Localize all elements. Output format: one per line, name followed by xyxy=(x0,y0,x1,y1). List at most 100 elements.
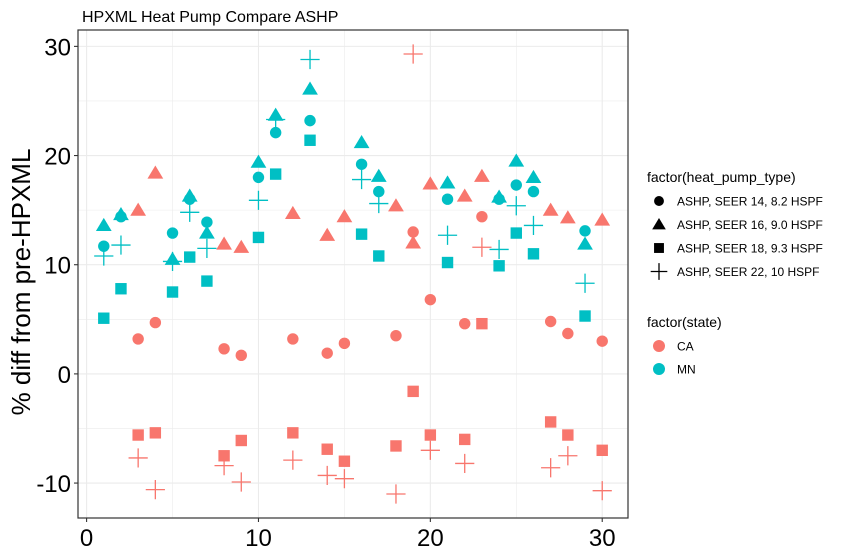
data-point-mn-square xyxy=(201,275,213,287)
legend-label: CA xyxy=(677,340,694,354)
data-point-mn-triangle xyxy=(302,81,318,95)
data-point-mn-square xyxy=(493,260,505,272)
data-point-mn-square xyxy=(166,286,179,298)
data-point-mn-plus xyxy=(437,225,458,245)
data-point-mn-triangle xyxy=(250,154,267,168)
data-point-ca-square xyxy=(390,440,402,452)
legend-heat-pump-type: factor(heat_pump_type) ASHP, SEER 14, 8.… xyxy=(647,169,823,280)
data-point-mn-circle xyxy=(166,227,179,239)
data-point-mn-plus xyxy=(506,196,526,216)
data-point-ca-triangle xyxy=(216,236,232,250)
data-point-mn-circle xyxy=(201,216,213,228)
data-point-ca-square xyxy=(562,429,574,441)
data-point-mn-circle xyxy=(579,225,591,237)
data-point-ca-circle xyxy=(407,226,419,238)
data-point-ca-circle xyxy=(287,333,299,345)
legend-key-circle xyxy=(654,196,664,206)
data-point-mn-triangle xyxy=(113,207,129,221)
data-point-mn-circle xyxy=(373,185,385,198)
data-point-mn-square xyxy=(527,248,540,260)
data-point-ca-square xyxy=(476,317,488,330)
data-point-mn-circle xyxy=(441,193,454,205)
data-point-ca-square xyxy=(596,444,608,457)
data-point-ca-circle xyxy=(476,210,488,223)
chart-title: HPXML Heat Pump Compare ASHP xyxy=(82,9,338,26)
data-point-mn-plus xyxy=(523,215,544,236)
legend-label: ASHP, SEER 18, 9.3 HSPF xyxy=(677,242,823,256)
data-point-ca-triangle xyxy=(233,239,250,253)
data-point-mn-triangle xyxy=(525,169,542,184)
data-point-ca-square xyxy=(149,427,162,439)
data-point-ca-circle xyxy=(596,335,608,347)
data-point-ca-plus xyxy=(558,446,578,466)
data-point-ca-circle xyxy=(544,315,557,328)
legend-color-title: factor(state) xyxy=(647,314,722,330)
data-point-mn-triangle xyxy=(95,217,112,232)
data-point-mn-square xyxy=(579,310,591,322)
data-point-ca-triangle xyxy=(336,209,353,223)
plot-points xyxy=(94,44,612,504)
data-point-ca-circle xyxy=(459,317,471,330)
x-tick-label: 10 xyxy=(245,525,272,552)
data-point-mn-plus xyxy=(369,193,389,214)
data-point-mn-triangle xyxy=(181,188,198,202)
data-point-mn-triangle xyxy=(491,189,507,203)
y-tick-label: 10 xyxy=(44,253,71,280)
data-point-mn-plus xyxy=(266,109,286,130)
data-point-mn-plus xyxy=(248,190,269,210)
data-point-mn-square xyxy=(184,251,196,263)
data-point-ca-plus xyxy=(231,472,251,492)
data-point-mn-square xyxy=(355,228,368,240)
data-point-mn-circle xyxy=(510,179,522,191)
data-point-ca-circle xyxy=(562,327,574,340)
data-point-ca-plus xyxy=(403,44,423,64)
data-point-ca-plus xyxy=(317,465,337,486)
legend-label: ASHP, SEER 22, 10 HSPF xyxy=(677,265,820,279)
data-point-ca-triangle xyxy=(405,235,422,249)
data-point-ca-plus xyxy=(472,237,492,257)
data-point-ca-circle xyxy=(235,349,247,362)
data-point-mn-square xyxy=(98,312,110,324)
data-point-ca-plus xyxy=(283,450,303,470)
y-tick-label: 30 xyxy=(44,34,71,61)
data-point-ca-plus xyxy=(334,469,355,489)
data-point-mn-plus xyxy=(162,251,183,272)
legend-key-triangle xyxy=(652,218,666,230)
data-point-mn-circle xyxy=(98,240,110,252)
data-point-ca-square xyxy=(459,433,471,446)
data-point-mn-plus xyxy=(94,246,114,266)
data-point-mn-triangle xyxy=(370,168,387,182)
x-tick-label: 0 xyxy=(80,525,93,552)
data-point-mn-triangle xyxy=(199,225,215,239)
data-point-ca-plus xyxy=(214,455,234,476)
data-point-ca-plus xyxy=(386,484,406,504)
data-point-mn-square xyxy=(373,250,385,262)
data-point-mn-square xyxy=(304,134,316,146)
legend-key-mn xyxy=(653,363,665,375)
data-point-mn-plus xyxy=(575,273,595,293)
data-point-ca-plus xyxy=(145,480,165,500)
plot-grid xyxy=(78,30,628,518)
data-point-ca-triangle xyxy=(594,212,611,226)
data-point-mn-plus xyxy=(351,169,372,190)
data-point-ca-triangle xyxy=(284,205,301,220)
data-point-mn-circle xyxy=(355,158,368,170)
y-tick-label: 0 xyxy=(58,362,71,389)
y-axis: -10 0 10 20 30 xyxy=(36,34,78,498)
data-point-mn-plus xyxy=(197,238,217,258)
data-point-ca-square xyxy=(321,443,333,455)
data-point-mn-circle xyxy=(269,126,282,139)
data-point-ca-plus xyxy=(420,440,440,460)
legend-label: ASHP, SEER 14, 8.2 HSPF xyxy=(677,195,823,209)
data-point-ca-plus xyxy=(541,458,561,478)
data-point-mn-square xyxy=(441,256,454,269)
data-point-ca-plus xyxy=(592,481,612,501)
legend-key-square xyxy=(654,243,664,253)
data-point-ca-circle xyxy=(390,329,402,342)
data-point-ca-circle xyxy=(218,343,230,355)
data-point-mn-plus xyxy=(489,239,509,260)
data-point-ca-square xyxy=(424,429,437,441)
data-point-mn-square xyxy=(510,227,522,239)
data-point-mn-plus xyxy=(300,49,320,70)
